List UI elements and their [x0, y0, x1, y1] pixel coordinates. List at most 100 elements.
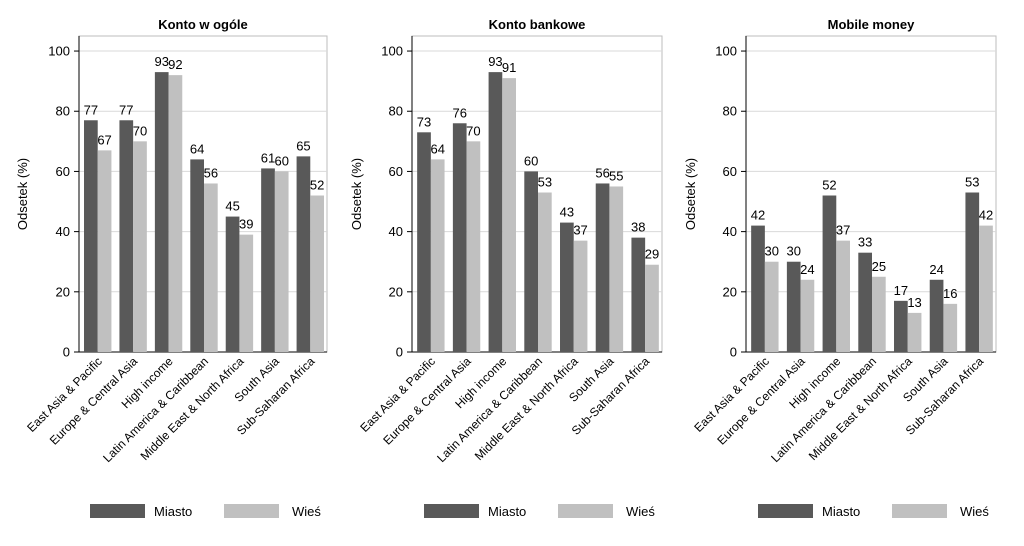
- data-label: 55: [609, 168, 623, 183]
- data-label: 61: [261, 150, 275, 165]
- bar-wies: [239, 234, 254, 352]
- data-label: 42: [979, 208, 993, 223]
- data-label: 64: [430, 141, 444, 156]
- data-label: 93: [154, 54, 168, 69]
- data-label: 64: [190, 141, 204, 156]
- bar-wies: [800, 279, 815, 352]
- y-tick-label: 60: [56, 164, 70, 179]
- data-label: 56: [595, 165, 609, 180]
- bar-wies: [872, 276, 886, 352]
- chart-panel-1: Konto w ogóle 0 20 40 60 80 100 Odsetek (%) 77 67…: [15, 17, 328, 519]
- bar-wies: [609, 186, 624, 352]
- legend-swatch-wies: [558, 504, 613, 518]
- y-tick-label: 20: [389, 284, 403, 299]
- bar-wies: [168, 75, 183, 352]
- data-label: 25: [872, 259, 886, 274]
- bar-miasto: [786, 261, 801, 352]
- legend-label-miasto: Miasto: [488, 504, 526, 519]
- panel-title: Mobile money: [828, 17, 915, 32]
- y-tick-label: 0: [730, 345, 737, 360]
- bar-miasto: [261, 168, 275, 352]
- y-tick-label: 20: [723, 284, 737, 299]
- legend-swatch-wies: [892, 504, 947, 518]
- bar-wies: [538, 192, 552, 352]
- bar-miasto: [225, 216, 240, 352]
- data-label: 70: [466, 123, 480, 138]
- bar-wies: [573, 240, 588, 352]
- bar-wies: [97, 150, 112, 352]
- legend-label-wies: Wieś: [960, 504, 989, 519]
- bar-miasto: [822, 195, 837, 352]
- legend-swatch-miasto: [758, 504, 813, 518]
- bar-wies: [466, 141, 481, 352]
- bar-miasto: [929, 279, 944, 352]
- data-label: 91: [502, 60, 516, 75]
- data-label: 16: [943, 286, 957, 301]
- y-tick-label: 100: [715, 44, 737, 59]
- bar-miasto: [452, 123, 467, 353]
- bar-wies: [274, 171, 289, 352]
- y-tick-label: 0: [63, 345, 70, 360]
- legend: Miasto Wieś: [90, 504, 321, 519]
- bar-miasto: [595, 183, 610, 352]
- y-tick-label: 80: [723, 104, 737, 119]
- legend-label-miasto: Miasto: [822, 504, 860, 519]
- bar-wies: [979, 225, 993, 352]
- data-label: 43: [560, 205, 574, 220]
- y-tick-label: 80: [389, 104, 403, 119]
- data-label: 30: [764, 244, 778, 259]
- panel-title: Konto w ogóle: [158, 17, 248, 32]
- y-tick-label: 40: [389, 224, 403, 239]
- data-label: 76: [452, 105, 466, 120]
- data-label: 33: [858, 235, 872, 250]
- y-tick-label: 40: [56, 224, 70, 239]
- legend-swatch-miasto: [90, 504, 145, 518]
- y-axis-label: Odsetek (%): [349, 158, 364, 230]
- data-label: 67: [97, 132, 111, 147]
- y-tick-label: 20: [56, 284, 70, 299]
- bar-miasto: [417, 132, 431, 352]
- bar-miasto: [894, 300, 908, 352]
- bar-miasto: [119, 120, 134, 353]
- bar-miasto: [751, 225, 765, 352]
- data-label: 60: [274, 153, 288, 168]
- data-label: 92: [168, 57, 182, 72]
- data-label: 93: [488, 54, 502, 69]
- data-label: 52: [310, 178, 324, 193]
- legend-swatch-miasto: [424, 504, 479, 518]
- y-tick-label: 100: [48, 44, 70, 59]
- legend-label-wies: Wieś: [626, 504, 655, 519]
- data-label: 37: [573, 223, 587, 238]
- y-axis-label: Odsetek (%): [15, 158, 30, 230]
- data-label: 70: [133, 123, 147, 138]
- bar-wies: [943, 303, 958, 352]
- data-label: 77: [84, 102, 98, 117]
- bar-miasto: [296, 156, 311, 352]
- data-label: 73: [417, 114, 431, 129]
- y-tick-label: 100: [381, 44, 403, 59]
- y-tick-label: 0: [396, 345, 403, 360]
- y-tick-label: 80: [56, 104, 70, 119]
- legend-label-wies: Wieś: [292, 504, 321, 519]
- bar-wies: [133, 141, 147, 352]
- data-label: 56: [204, 165, 218, 180]
- data-label: 29: [645, 247, 659, 262]
- bar-wies: [836, 240, 850, 352]
- data-label: 38: [631, 220, 645, 235]
- data-label: 24: [929, 262, 943, 277]
- bar-miasto: [488, 72, 503, 352]
- bar-miasto: [965, 192, 980, 352]
- y-tick-label: 40: [723, 224, 737, 239]
- y-axis-label: Odsetek (%): [683, 158, 698, 230]
- legend-label-miasto: Miasto: [154, 504, 192, 519]
- data-label: 45: [225, 199, 239, 214]
- legend-swatch-wies: [224, 504, 279, 518]
- data-label: 53: [965, 174, 979, 189]
- data-label: 17: [894, 283, 908, 298]
- bar-wies: [907, 312, 922, 352]
- data-label: 60: [524, 153, 538, 168]
- bar-wies: [502, 78, 516, 352]
- bar-wies: [310, 195, 324, 352]
